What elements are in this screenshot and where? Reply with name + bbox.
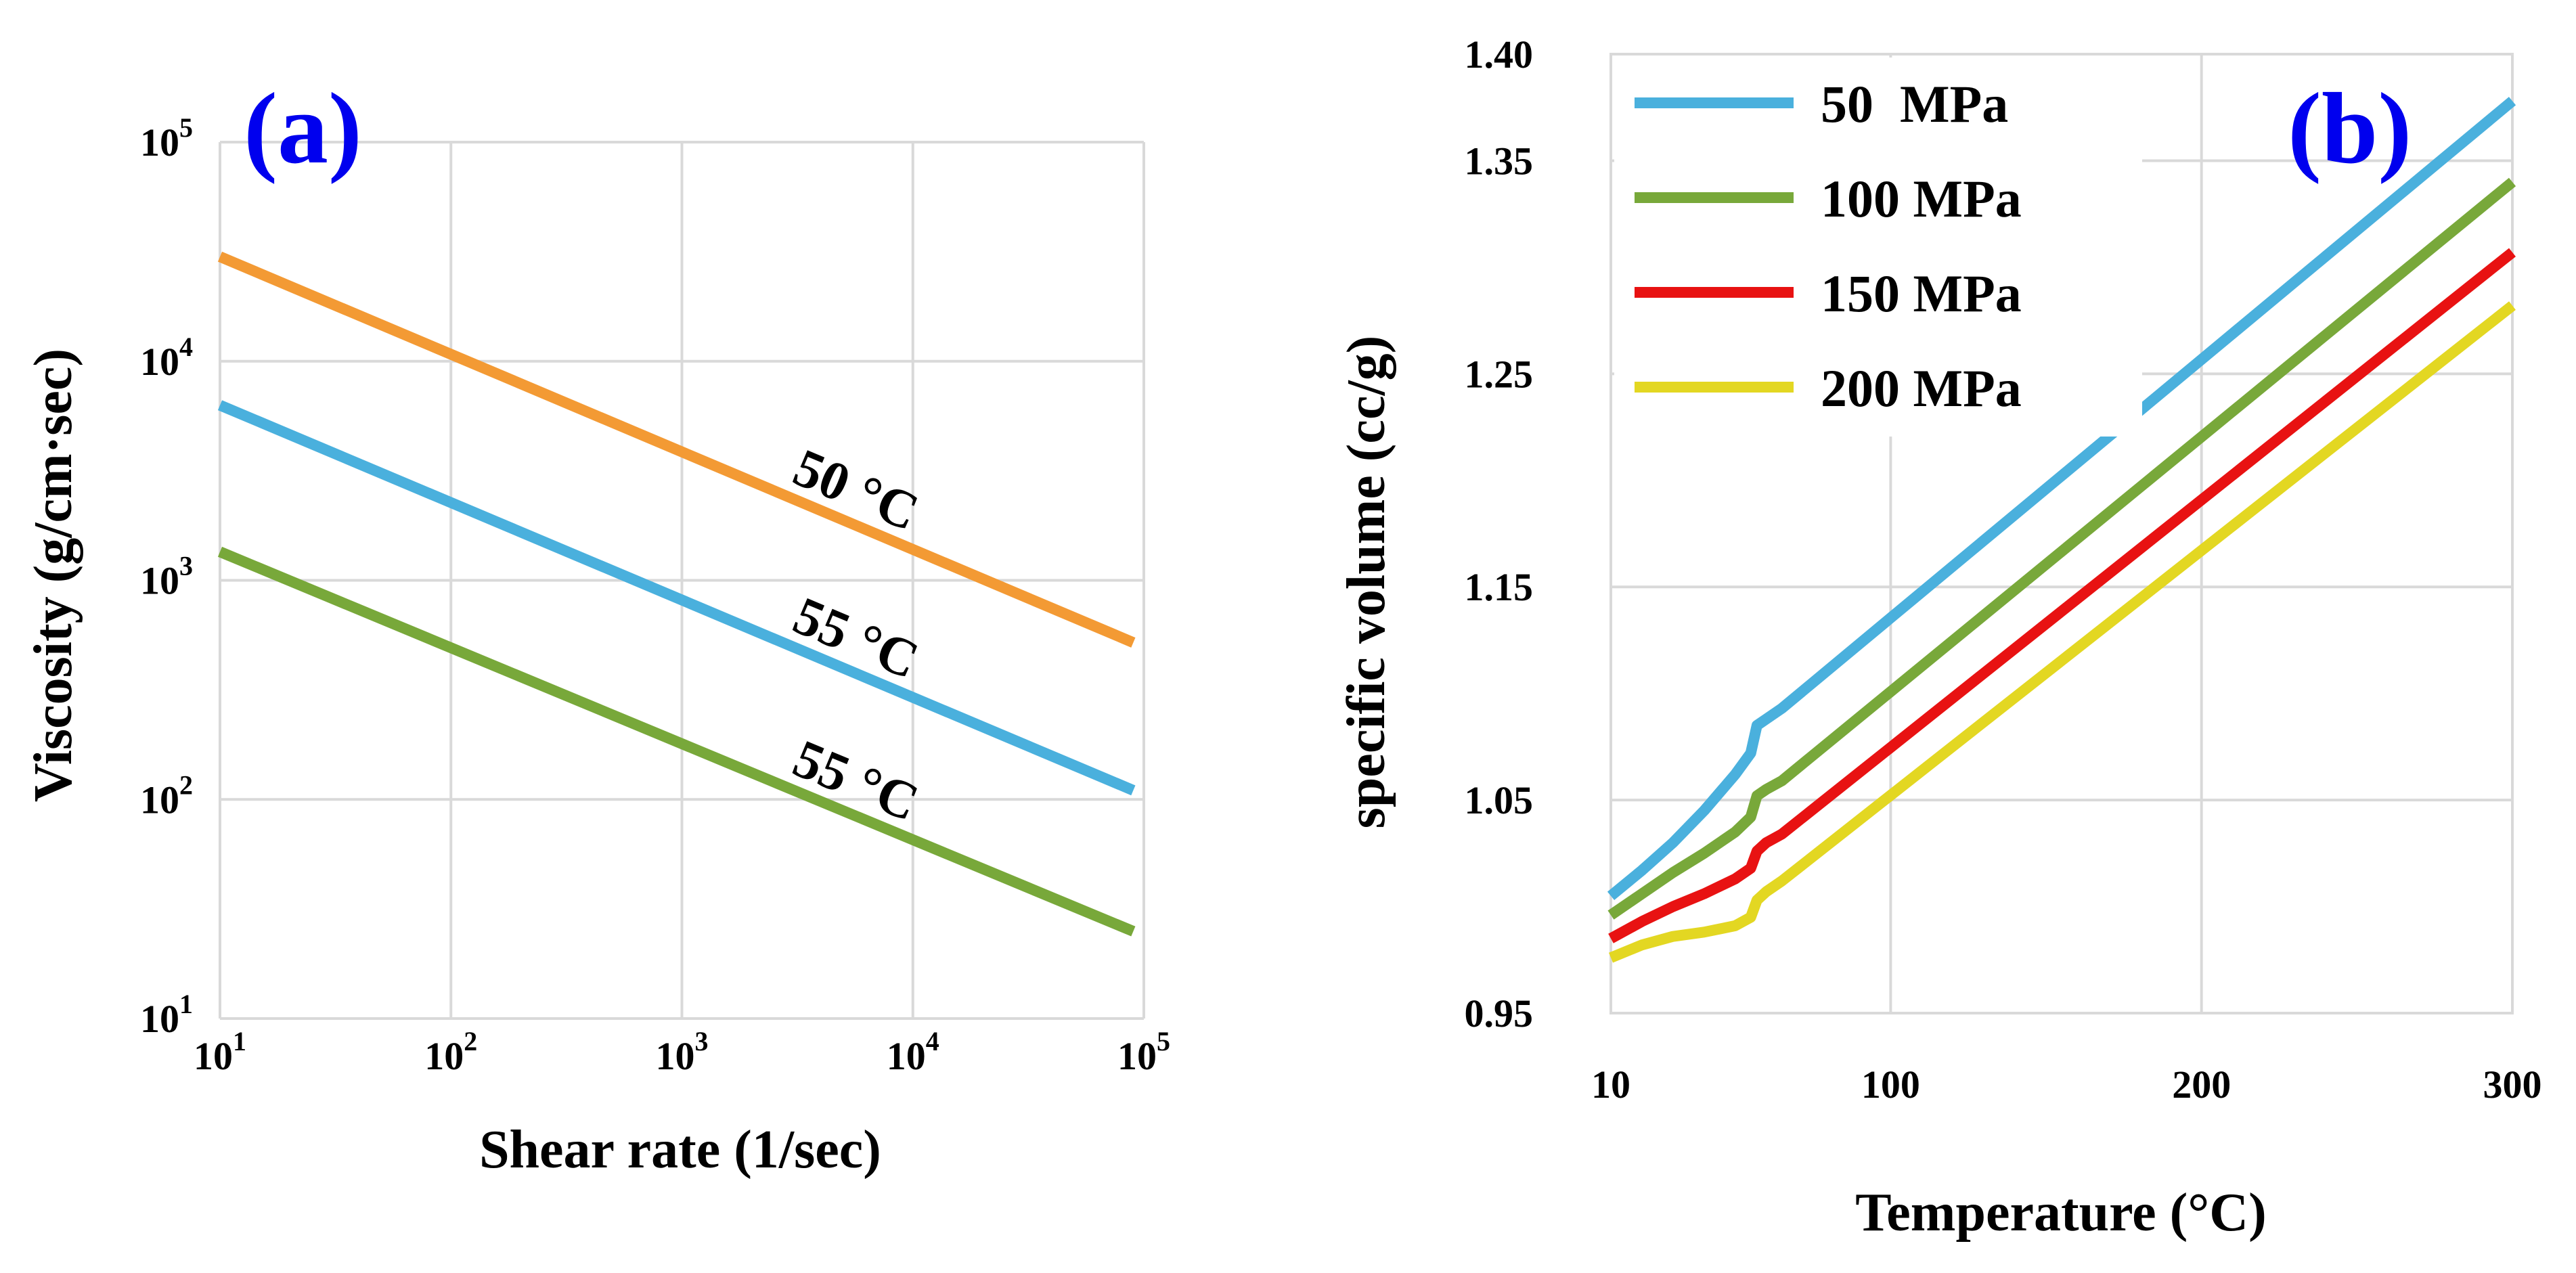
panel-a-label: (a) bbox=[244, 72, 362, 185]
panel-a-x-axis-title: Shear rate (1/sec) bbox=[479, 1120, 881, 1180]
panel-a-x-tick-label: 103 bbox=[656, 1026, 709, 1078]
panel-b-x-tick-label: 300 bbox=[2483, 1063, 2542, 1107]
panel-b-y-tick-label: 1.35 bbox=[1465, 139, 1534, 183]
panel-a-series bbox=[217, 251, 1136, 937]
panel-b-specific-volume-chart: 10 100 200 300 0.95 1.05 1.15 1.25 1.35 1.40 50 M… bbox=[1337, 32, 2542, 1243]
panel-a-y-tick-label: 103 bbox=[140, 551, 193, 603]
panel-b-series-line-2 bbox=[1608, 248, 2516, 943]
panel-b-legend-label-1: 100 MPa bbox=[1821, 169, 2022, 228]
panel-b-legend-label-2: 150 MPa bbox=[1821, 264, 2022, 323]
panel-b-y-tick-label: 1.15 bbox=[1465, 565, 1534, 609]
panel-b-legend-label-3: 200 MPa bbox=[1821, 359, 2022, 418]
panel-b-y-tick-label: 1.25 bbox=[1465, 352, 1534, 396]
panel-b-label: (b) bbox=[2288, 72, 2412, 185]
panel-b-series-line-1 bbox=[1607, 177, 2516, 920]
panel-a-annotations: 50 °C55 °C55 °C bbox=[785, 438, 927, 833]
panel-a-y-tick-label: 102 bbox=[140, 769, 193, 822]
panel-b-legend-box bbox=[1614, 58, 2142, 437]
panel-a-x-tick-label: 102 bbox=[424, 1026, 477, 1078]
panel-a-y-tick-label: 105 bbox=[140, 112, 193, 164]
panel-a-x-tick-label: 101 bbox=[194, 1026, 246, 1078]
panel-b-y-tick-label: 1.05 bbox=[1465, 778, 1534, 822]
panel-b-y-tick-label: 1.40 bbox=[1465, 32, 1534, 76]
panel-b-y-tick-label: 0.95 bbox=[1465, 991, 1534, 1035]
panel-a-series-line-0 bbox=[217, 251, 1136, 648]
panel-a-x-tick-label: 104 bbox=[887, 1026, 939, 1078]
panel-a-grid bbox=[219, 141, 1145, 1020]
panel-b-series-line-0 bbox=[1607, 97, 2516, 900]
panel-a-y-axis-title: Viscosity (g/cm·sec) bbox=[24, 349, 83, 802]
panel-b-legend: 50 MPa 100 MPa 150 MPa 200 MPa bbox=[1614, 58, 2142, 437]
panel-b-x-tick-label: 200 bbox=[2172, 1063, 2231, 1107]
panel-a-x-tick-label: 105 bbox=[1117, 1026, 1170, 1078]
panel-b-x-tick-label: 100 bbox=[1861, 1063, 1920, 1107]
panel-b-series-line-3 bbox=[1608, 301, 2516, 963]
panel-b-tick-labels: 10 100 200 300 0.95 1.05 1.15 1.25 1.35 1.40 bbox=[1465, 32, 2542, 1107]
panel-b-series bbox=[1607, 97, 2516, 963]
panel-b-x-axis-title: Temperature (°C) bbox=[1855, 1183, 2266, 1243]
panel-b-legend-label-0: 50 MPa bbox=[1821, 74, 2008, 133]
panel-a-y-tick-label: 101 bbox=[140, 989, 193, 1041]
panel-b-y-axis-title: specific volume (cc/g) bbox=[1337, 336, 1396, 829]
panel-a-series-line-2 bbox=[217, 546, 1136, 937]
panel-a-viscosity-chart: 101 102 103 104 105 101 102 103 104 105 50 °C55 °… bbox=[24, 72, 1170, 1180]
panel-b-x-tick-label: 10 bbox=[1591, 1063, 1630, 1107]
panel-a-y-tick-label: 104 bbox=[140, 332, 193, 384]
panel-a-series-line-1 bbox=[217, 400, 1136, 796]
panel-a-tick-labels: 101 102 103 104 105 101 102 103 104 105 bbox=[140, 112, 1170, 1078]
